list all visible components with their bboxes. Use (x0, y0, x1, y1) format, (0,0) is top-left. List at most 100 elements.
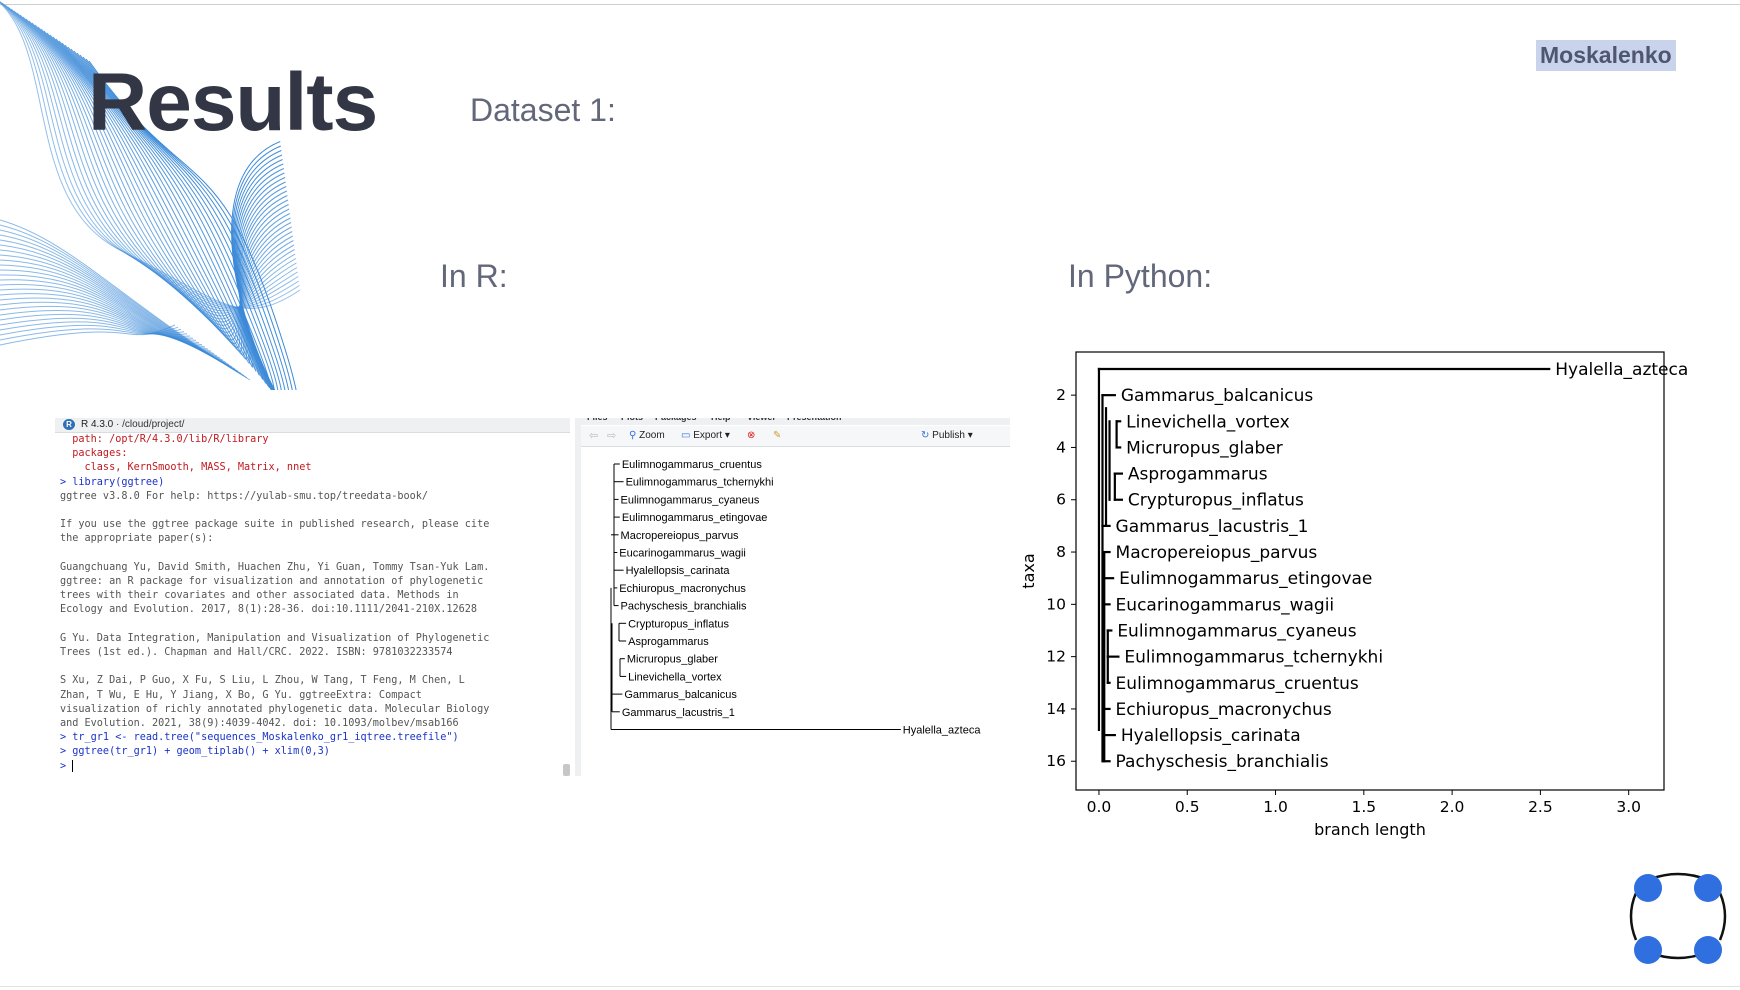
top-border (0, 4, 1740, 5)
console-prompt[interactable]: > (60, 759, 565, 774)
dendro-leaf-label: Asprogammarus (1128, 465, 1268, 485)
y-tick-label: 8 (1056, 543, 1066, 561)
y-tick-label: 4 (1056, 438, 1066, 456)
x-tick-label: 2.5 (1528, 798, 1553, 816)
y-axis-label: taxa (1019, 553, 1038, 588)
pane-splitter[interactable] (575, 418, 581, 776)
tree-tip-label: Micruropus_glaber (627, 654, 718, 666)
rstudio-screenshot: R R 4.3.0 · /cloud/project/ path: /opt/R/… (55, 418, 1010, 776)
dendro-leaf-label: Eulimnogammarus_etingovae (1119, 569, 1372, 589)
slide-title: Results (88, 57, 378, 148)
console-line: > tr_gr1 <- read.tree("sequences_Moskale… (60, 732, 459, 744)
zoom-icon: ⚲ (629, 430, 637, 441)
remove-plot-icon[interactable]: ⊗ (747, 430, 756, 441)
y-tick-label: 16 (1046, 752, 1066, 770)
tab-presentation[interactable]: Presentation (787, 418, 842, 422)
console-header: R R 4.3.0 · /cloud/project/ (55, 418, 570, 433)
dendro-leaf-label: Hyalella_azteca (1555, 360, 1688, 380)
author-label: Moskalenko (1536, 40, 1676, 71)
x-tick-label: 2.0 (1440, 798, 1465, 816)
tree-tip-label: Eulimnogammarus_etingovae (622, 512, 768, 524)
tree-tip-label: Hyalellopsis_carinata (626, 565, 731, 577)
tree-tip-label: Pachyschesis_branchialis (621, 601, 747, 613)
console-line: G Yu. Data Integration, Manipulation and… (60, 632, 490, 644)
dendro-leaf-label: Eulimnogammarus_cruentus (1116, 674, 1359, 694)
forward-arrow-icon[interactable]: ⇨ (607, 430, 617, 442)
dendro-leaf-label: Gammarus_balcanicus (1121, 386, 1314, 406)
zoom-label: Zoom (639, 430, 665, 441)
console-line: the appropriate paper(s): (60, 533, 214, 545)
tree-tip-label: Echiuropus_macronychus (619, 583, 746, 595)
console-line: ggtree v3.8.0 For help: https://yulab-sm… (60, 490, 429, 502)
tree-tip-label: Asprogammarus (628, 636, 709, 648)
console-line (60, 618, 565, 632)
console-line: trees with their covariates and other as… (60, 590, 459, 602)
x-tick-label: 3.0 (1616, 798, 1641, 816)
console-line: path: /opt/R/4.3.0/lib/R/library (60, 434, 269, 445)
y-tick-label: 14 (1046, 700, 1066, 718)
dendro-leaf-label: Macropereiopus_parvus (1116, 543, 1318, 563)
r-console[interactable]: path: /opt/R/4.3.0/lib/R/library package… (60, 433, 565, 776)
console-line: S Xu, Z Dai, P Guo, X Fu, S Liu, L Zhou,… (60, 675, 465, 687)
plots-toolbar: ⇦ ⇨ ⚲ Zoom ▭ Export ▾ ⊗ ✎ ↻ Publish ▾ (581, 426, 1010, 447)
export-label: Export (693, 430, 723, 441)
console-line: ggtree: an R package for visualization a… (60, 576, 484, 588)
console-line: Zhan, T Wu, E Hu, Y Jiang, X Bo, G Yu. g… (60, 689, 422, 701)
tab-plots[interactable]: Plots (621, 418, 643, 422)
console-line: > ggtree(tr_gr1) + geom_tiplab() + xlim(… (60, 746, 330, 758)
dendro-leaf-label: Micruropus_glaber (1126, 438, 1283, 458)
tree-tip-label: Gammarus_balcanicus (624, 689, 737, 701)
dataset-label: Dataset 1: (470, 92, 616, 128)
console-path-sep: · (116, 419, 123, 430)
console-line: packages: (60, 448, 128, 460)
console-line: Trees (1st ed.). Chapman and Hall/CRC. 2… (60, 647, 453, 659)
console-line: > library(ggtree) (60, 476, 165, 488)
dendro-leaf-label: Eulimnogammarus_cyaneus (1117, 621, 1356, 641)
dendro-leaf-label: Pachyschesis_branchialis (1116, 752, 1329, 772)
console-line (60, 547, 565, 561)
dendro-leaf-label: Linevichella_vortex (1126, 412, 1290, 432)
dendro-leaf-label: Hyalellopsis_carinata (1121, 726, 1301, 746)
console-line: If you use the ggtree package suite in p… (60, 519, 490, 531)
y-tick-label: 6 (1056, 491, 1066, 509)
console-line (60, 504, 565, 518)
tree-tip-label: Macropereiopus_parvus (621, 530, 740, 542)
x-tick-label: 1.0 (1263, 798, 1288, 816)
console-line: Guangchuang Yu, David Smith, Huachen Zhu… (60, 561, 490, 573)
x-tick-label: 0.0 (1087, 798, 1112, 816)
r-version: R 4.3.0 (81, 419, 114, 430)
console-line: and Evolution. 2021, 38(9):4039-4042. do… (60, 718, 459, 730)
pane-tabs: Files Plots Packages Help Viewer Presentation (581, 418, 1010, 425)
x-axis-label: branch length (1314, 820, 1426, 839)
dendro-leaf-label: Eucarinogammarus_wagii (1116, 595, 1335, 615)
prompt-symbol: > (60, 760, 73, 772)
tree-tip-label: Crypturopus_inflatus (628, 618, 729, 630)
r-ggtree-plot: Eulimnogammarus_cruentus Eulimnogammarus_… (610, 459, 981, 737)
tab-help[interactable]: Help (711, 418, 731, 422)
console-line (60, 660, 565, 674)
x-tick-label: 0.5 (1175, 798, 1200, 816)
export-icon: ▭ (681, 430, 691, 441)
console-line: class, KernSmooth, MASS, Matrix, nnet (60, 462, 312, 474)
r-section-label: In R: (440, 258, 508, 294)
publish-button[interactable]: ↻ Publish ▾ (921, 430, 973, 441)
dendro-leaf-label: Eulimnogammarus_tchernykhi (1124, 648, 1383, 668)
zoom-button[interactable]: ⚲ Zoom (629, 426, 665, 446)
broom-icon[interactable]: ✎ (773, 430, 782, 441)
text-cursor (72, 759, 74, 772)
tab-files[interactable]: Files (587, 418, 608, 422)
y-tick-label: 10 (1046, 595, 1066, 613)
tree-tip-label: Eulimnogammarus_cyaneus (621, 494, 760, 506)
bottom-border (0, 986, 1740, 987)
back-arrow-icon[interactable]: ⇦ (589, 430, 599, 442)
x-tick-label: 1.5 (1351, 798, 1376, 816)
dendro-leaf-label: Crypturopus_inflatus (1128, 491, 1304, 511)
tab-packages[interactable]: Packages (655, 418, 697, 422)
console-line: Ecology and Evolution. 2017, 8(1):28-36.… (60, 604, 478, 616)
y-tick-label: 2 (1056, 386, 1066, 404)
tree-tip-label: Eulimnogammarus_tchernykhi (626, 477, 774, 489)
export-button[interactable]: ▭ Export ▾ (681, 430, 730, 441)
dendro-leaf-label: Echiuropus_macronychus (1116, 700, 1332, 720)
tab-viewer[interactable]: Viewer (747, 418, 776, 422)
console-scrollbar[interactable] (563, 764, 570, 776)
